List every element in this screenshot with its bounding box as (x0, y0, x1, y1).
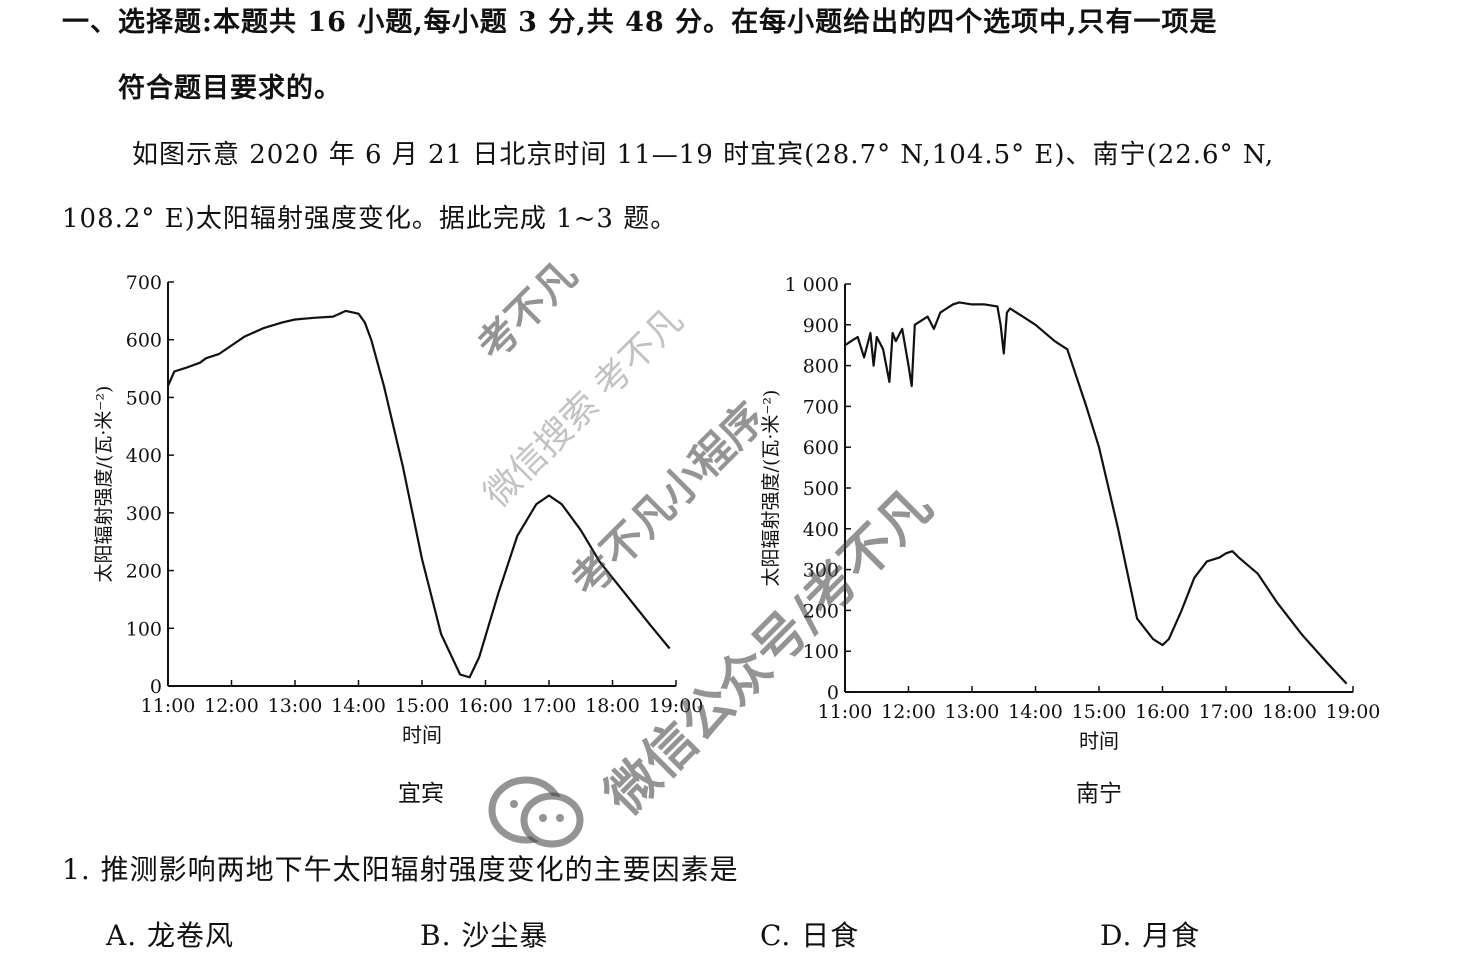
x-tick-label: 15:00 (395, 695, 450, 717)
chart-nanning-svg: 0 100 200 300 400 500 600 700 800 900 1 000 11:00 12… (760, 274, 1381, 753)
x-tick-label: 15:00 (1072, 701, 1127, 723)
y-tick-label: 600 (803, 437, 839, 459)
chart-yibin: 0 100 200 300 400 500 600 700 11:00 12:00 13:00 14:… (80, 260, 730, 760)
y-tick-label: 600 (126, 330, 162, 352)
wechat-logo-icon (488, 776, 584, 848)
x-tick-label: 16:00 (1135, 701, 1190, 723)
x-tick-label: 16:00 (458, 695, 513, 717)
x-tick-label: 12:00 (204, 695, 259, 717)
y-tick-label: 500 (803, 478, 839, 500)
x-tick-label: 18:00 (585, 695, 640, 717)
x-tick-label: 17:00 (1199, 701, 1254, 723)
series-line (844, 301, 1348, 685)
x-tick-label: 17:00 (522, 695, 577, 717)
y-tick-label: 700 (803, 396, 839, 418)
x-tick-label: 13:00 (945, 701, 1000, 723)
y-tick-label: 900 (803, 315, 839, 337)
option-a: A. 龙卷风 (106, 919, 235, 952)
chart-yibin-svg: 0 100 200 300 400 500 600 700 11:00 12:00 13:00 14:… (93, 272, 704, 747)
chart-nanning: 0 100 200 300 400 500 600 700 800 900 1 000 11:00 12… (755, 260, 1405, 760)
x-tick-label: 19:00 (1326, 701, 1381, 723)
y-tick-label: 0 (150, 676, 162, 698)
chart-nanning-caption: 南宁 (1076, 781, 1122, 807)
y-tick-label: 300 (803, 560, 839, 582)
y-tick-label: 800 (803, 356, 839, 378)
y-tick-label: 0 (827, 682, 839, 704)
option-b: B. 沙尘暴 (420, 919, 549, 952)
y-tick-label: 100 (126, 618, 162, 640)
y-axis-title: 太阳辐射强度/(瓦·米⁻²) (760, 390, 782, 587)
y-tick-label: 400 (803, 519, 839, 541)
x-tick-label: 11:00 (818, 701, 873, 723)
x-tick-label: 11:00 (141, 695, 196, 717)
y-tick-label: 200 (803, 600, 839, 622)
x-tick-label: 14:00 (1008, 701, 1063, 723)
y-tick-label: 300 (126, 503, 162, 525)
intro-text-line-1: 如图示意 2020 年 6 月 21 日北京时间 11—19 时宜宾(28.7°… (132, 140, 1275, 170)
section-heading: 一、选择题:本题共 16 小题,每小题 3 分,共 48 分。在每小题给出的四个… (62, 7, 1218, 38)
section-heading-continued: 符合题目要求的。 (118, 73, 342, 104)
x-tick-label: 19:00 (649, 695, 704, 717)
y-tick-label: 500 (126, 387, 162, 409)
x-tick-label: 13:00 (268, 695, 323, 717)
question-1-stem: 1. 推测影响两地下午太阳辐射强度变化的主要因素是 (62, 853, 739, 886)
y-axis-title: 太阳辐射强度/(瓦·米⁻²) (93, 386, 115, 583)
y-tick-label: 200 (126, 561, 162, 583)
series-line (166, 309, 671, 679)
y-tick-label: 1 000 (785, 274, 839, 296)
y-tick-label: 400 (126, 445, 162, 467)
x-axis-title: 时间 (1079, 729, 1119, 753)
y-tick-label: 700 (126, 272, 162, 294)
option-d: D. 月食 (1100, 919, 1201, 952)
chart-yibin-caption: 宜宾 (398, 781, 444, 807)
x-tick-label: 12:00 (881, 701, 936, 723)
intro-text-line-2: 108.2° E)太阳辐射强度变化。据此完成 1~3 题。 (62, 204, 678, 234)
x-axis-title: 时间 (402, 723, 442, 747)
option-c: C. 日食 (760, 919, 860, 952)
x-tick-label: 14:00 (331, 695, 386, 717)
x-tick-label: 18:00 (1262, 701, 1317, 723)
y-tick-label: 100 (803, 641, 839, 663)
